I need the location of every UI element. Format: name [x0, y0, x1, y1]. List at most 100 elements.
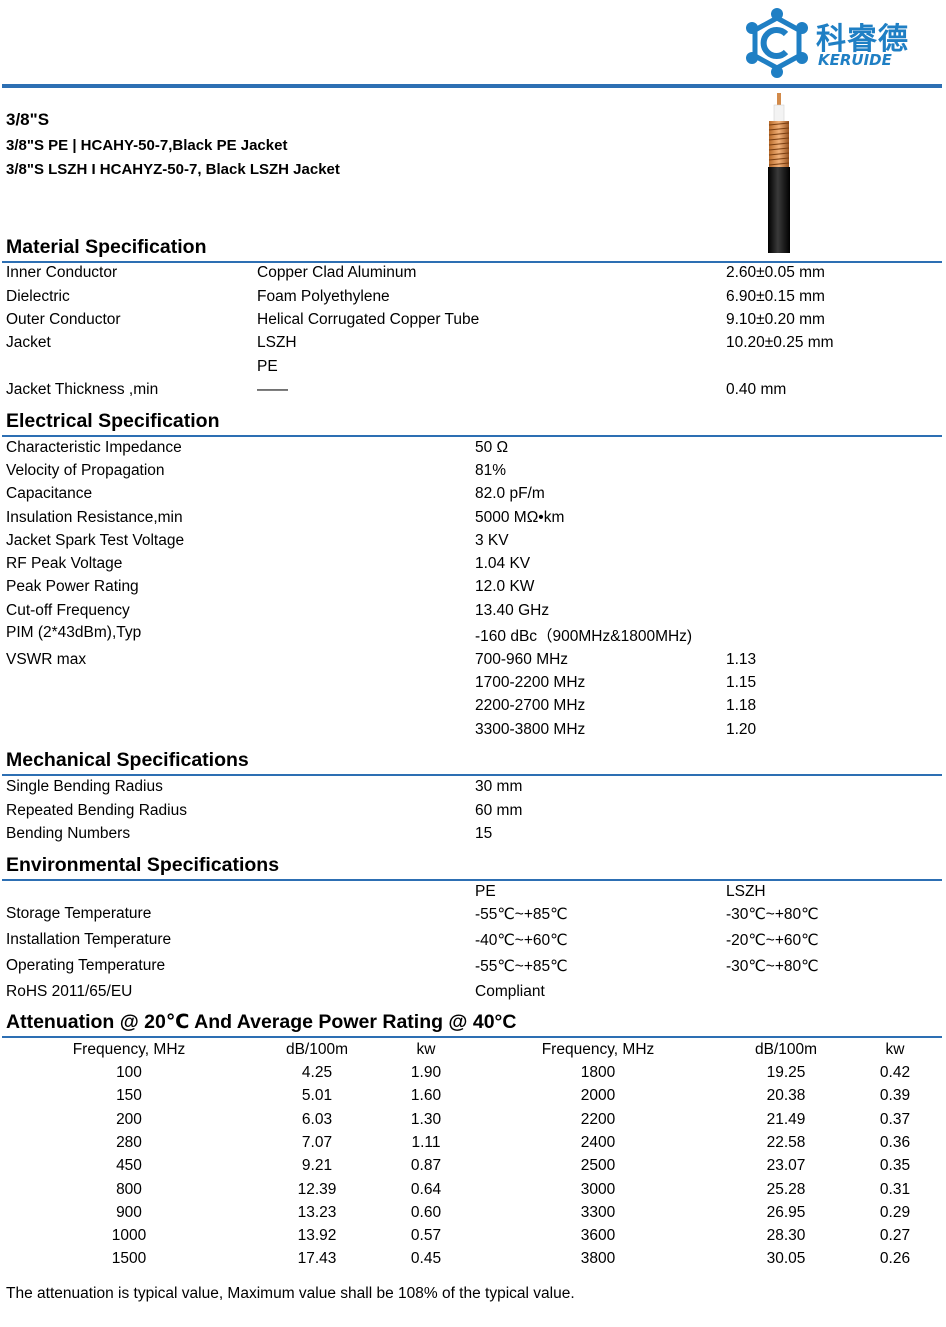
column-header: Frequency, MHz: [72, 1041, 186, 1058]
table-cell: 0.29: [879, 1204, 911, 1221]
table-cell: 26.95: [766, 1204, 806, 1221]
table-cell: 2.60±0.05 mm: [726, 264, 825, 281]
table-cell: 23.07: [766, 1157, 806, 1174]
column-header-pe: PE: [475, 883, 496, 900]
table-cell: 0.60: [410, 1204, 442, 1221]
mechanical-spec-title: Mechanical Specifications: [6, 749, 249, 771]
table-cell: Jacket: [6, 334, 51, 351]
table-cell: 0.26: [879, 1250, 911, 1267]
table-cell: -55℃~+85℃: [475, 906, 568, 923]
table-cell: 700-960 MHz: [475, 651, 569, 668]
footnote: The attenuation is typical value, Maximu…: [6, 1285, 575, 1302]
table-cell: 3300-3800 MHz: [475, 721, 586, 738]
table-cell: Copper Clad Aluminum: [257, 264, 417, 281]
table-cell: 13.40 GHz: [475, 602, 550, 619]
coaxial-cable-image: [768, 93, 790, 253]
table-cell: Jacket Spark Test Voltage: [6, 532, 185, 549]
table-cell: 1700-2200 MHz: [475, 674, 586, 691]
table-cell: -30℃~+80℃: [726, 906, 819, 923]
table-cell: 22.58: [766, 1134, 806, 1151]
table-cell: Dielectric: [6, 288, 70, 305]
brand-name-en: KERUIDE: [818, 51, 892, 69]
table-cell: 15: [475, 825, 493, 842]
table-cell: Outer Conductor: [6, 311, 121, 328]
table-cell: RF Peak Voltage: [6, 555, 123, 572]
table-cell: -55℃~+85℃: [475, 958, 568, 975]
section-divider: [2, 261, 942, 263]
table-cell: 1.13: [726, 651, 757, 668]
table-cell: 1.20: [726, 721, 757, 738]
table-cell: 30.05: [766, 1250, 806, 1267]
table-cell: 0.27: [879, 1227, 911, 1244]
table-cell: 0.36: [879, 1134, 911, 1151]
table-cell: 2200: [580, 1111, 616, 1128]
table-cell: Jacket Thickness ,min: [6, 381, 159, 398]
table-cell: Helical Corrugated Copper Tube: [257, 311, 480, 328]
table-cell: Characteristic Impedance: [6, 439, 182, 456]
table-cell: 0.42: [879, 1064, 911, 1081]
column-header: kw: [885, 1041, 905, 1058]
table-cell: 0.35: [879, 1157, 911, 1174]
column-header-lszh: LSZH: [726, 883, 766, 900]
table-cell: Operating Temperature: [6, 957, 166, 974]
table-cell: 5.01: [301, 1087, 333, 1104]
table-cell: PE: [257, 358, 278, 375]
table-cell: 30 mm: [475, 778, 523, 795]
table-cell: 4.25: [301, 1064, 333, 1081]
table-cell: -20℃~+60℃: [726, 932, 819, 949]
environmental-spec-title: Environmental Specifications: [6, 854, 280, 876]
product-subtitle-pe: 3/8"S PE | HCAHY-50-7,Black PE Jacket: [6, 137, 288, 154]
table-cell: 2000: [580, 1087, 616, 1104]
table-cell: 5000 MΩ•km: [475, 509, 565, 526]
table-cell: Single Bending Radius: [6, 778, 163, 795]
table-cell: 3 KV: [475, 532, 509, 549]
table-cell: LSZH: [257, 334, 297, 351]
table-cell: 450: [116, 1157, 142, 1174]
table-cell: 12.0 KW: [475, 578, 535, 595]
table-cell: 2200-2700 MHz: [475, 697, 586, 714]
table-cell: 25.28: [766, 1181, 806, 1198]
table-cell: ——: [257, 381, 288, 398]
table-cell: -30℃~+80℃: [726, 958, 819, 975]
table-cell: 20.38: [766, 1087, 806, 1104]
table-cell: Compliant: [475, 983, 545, 1000]
table-cell: 28.30: [766, 1227, 806, 1244]
table-cell: 17.43: [297, 1250, 337, 1267]
table-cell: Bending Numbers: [6, 825, 131, 842]
table-cell: 0.39: [879, 1087, 911, 1104]
table-cell: 6.03: [301, 1111, 333, 1128]
hexagon-logo-icon: [746, 8, 808, 78]
table-cell: 13.92: [297, 1227, 337, 1244]
keruide-logo: 科睿德 KERUIDE: [742, 8, 926, 80]
section-divider: [2, 1036, 942, 1038]
table-cell: Peak Power Rating: [6, 578, 139, 595]
table-cell: 21.49: [766, 1111, 806, 1128]
table-cell: 19.25: [766, 1064, 806, 1081]
column-header: dB/100m: [285, 1041, 349, 1058]
column-header: kw: [416, 1041, 436, 1058]
table-cell: 3600: [580, 1227, 616, 1244]
table-cell: 200: [116, 1111, 142, 1128]
table-cell: 1.30: [410, 1111, 442, 1128]
table-cell: 1000: [111, 1227, 147, 1244]
column-header: dB/100m: [754, 1041, 818, 1058]
table-cell: 1.60: [410, 1087, 442, 1104]
table-cell: Velocity of Propagation: [6, 462, 165, 479]
table-cell: Storage Temperature: [6, 905, 152, 922]
table-cell: 1.04 KV: [475, 555, 531, 572]
table-cell: 1.90: [410, 1064, 442, 1081]
table-cell: 12.39: [297, 1181, 337, 1198]
table-cell: 0.57: [410, 1227, 442, 1244]
table-cell: 0.40 mm: [726, 381, 787, 398]
table-cell: 1500: [111, 1250, 147, 1267]
table-cell: 50 Ω: [475, 439, 509, 456]
table-cell: 0.87: [410, 1157, 442, 1174]
table-cell: 0.64: [410, 1181, 442, 1198]
column-header: Frequency, MHz: [541, 1041, 655, 1058]
header-divider: [2, 84, 942, 88]
table-cell: 3000: [580, 1181, 616, 1198]
table-cell: 1.15: [726, 674, 757, 691]
section-divider: [2, 435, 942, 437]
table-cell: RoHS 2011/65/EU: [6, 983, 133, 1000]
table-cell: 3300: [580, 1204, 616, 1221]
